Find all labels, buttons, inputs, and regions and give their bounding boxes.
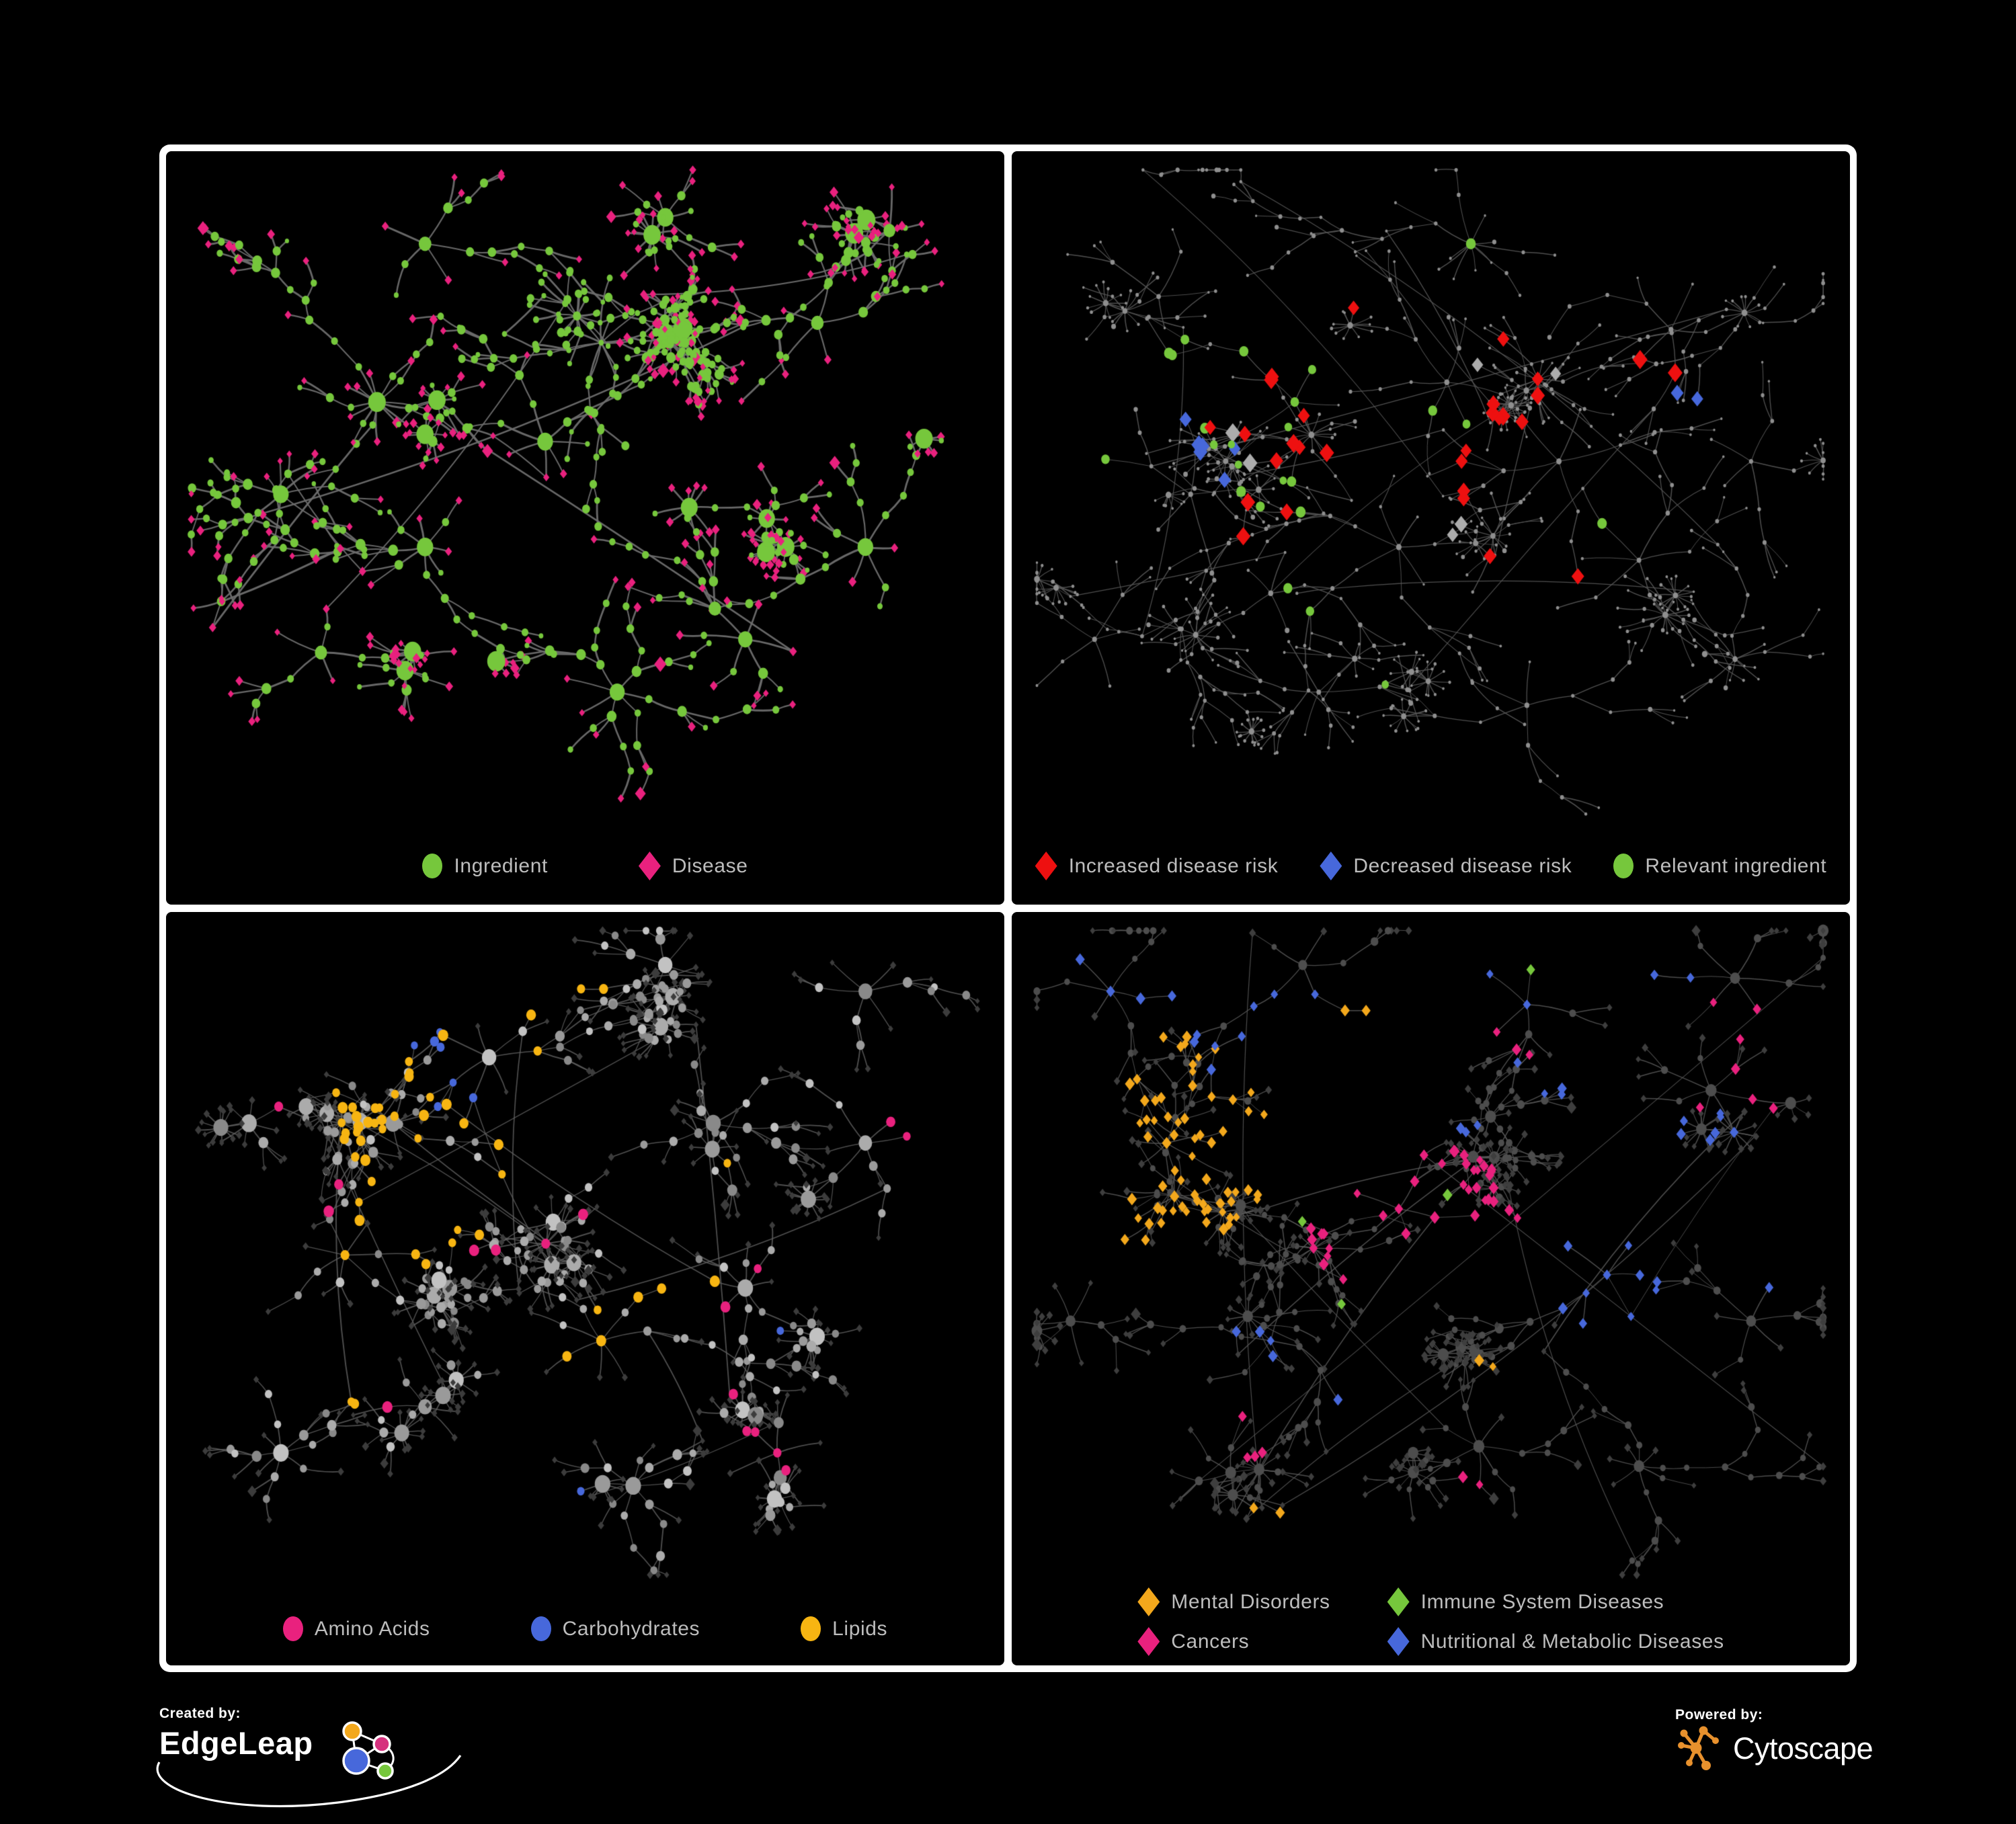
edgeleap-credit: Created by: EdgeLeap — [156, 1706, 462, 1808]
legend-item: Immune System Diseases — [1387, 1587, 1724, 1616]
legend-label: Disease — [672, 854, 748, 877]
immune-diseases-marker-icon — [1387, 1587, 1410, 1616]
legend-label: Cancers — [1171, 1630, 1250, 1653]
legend-item: Ingredient — [422, 854, 547, 878]
edgeleap-logo-text: EdgeLeap — [159, 1725, 313, 1761]
powered-by-label: Powered by: — [1675, 1707, 1763, 1723]
legend-label: Amino Acids — [314, 1617, 430, 1640]
legend-label: Increased disease risk — [1068, 854, 1279, 877]
legend-item: Relevant ingredient — [1613, 854, 1826, 878]
panel-disease-classes: Mental Disorders Immune System Diseases … — [1012, 912, 1850, 1665]
carbohydrates-marker-icon — [530, 1616, 551, 1641]
legend-label: Ingredient — [454, 854, 548, 877]
relevant-ingredient-marker-icon — [1613, 854, 1634, 878]
increased-risk-marker-icon — [1035, 852, 1057, 880]
legend-item: Nutritional & Metabolic Diseases — [1387, 1627, 1724, 1656]
network-canvas-nutrient-classes — [166, 912, 1004, 1665]
legend-item: Cancers — [1137, 1627, 1330, 1656]
ingredient-marker-icon — [422, 854, 443, 878]
legend-nutrient-classes: Amino Acids Carbohydrates Lipids — [166, 1616, 1004, 1641]
legend-label: Decreased disease risk — [1353, 854, 1572, 877]
panel-grid: Ingredient Disease Increased disease ris… — [159, 144, 1857, 1672]
lipids-marker-icon — [801, 1616, 821, 1641]
metabolic-diseases-marker-icon — [1387, 1627, 1410, 1656]
network-canvas-ingredient-disease — [166, 151, 1004, 905]
legend-item: Disease — [638, 852, 748, 880]
disease-marker-icon — [638, 852, 661, 880]
edgeleap-network-icon — [341, 1721, 395, 1780]
network-canvas-disease-classes — [1012, 912, 1850, 1665]
legend-label: Carbohydrates — [562, 1617, 700, 1640]
created-by-label: Created by: — [159, 1706, 241, 1721]
cytoscape-logo-text: Cytoscape — [1733, 1731, 1873, 1766]
legend-item: Decreased disease risk — [1320, 852, 1572, 880]
legend-item: Increased disease risk — [1035, 852, 1279, 880]
panel-nutrient-classes: Amino Acids Carbohydrates Lipids — [166, 912, 1004, 1665]
amino-acids-marker-icon — [282, 1616, 303, 1641]
panel-ingredient-disease: Ingredient Disease — [166, 151, 1004, 905]
legend-item: Amino Acids — [282, 1616, 430, 1641]
mental-disorders-marker-icon — [1137, 1587, 1160, 1616]
legend-label: Nutritional & Metabolic Diseases — [1420, 1630, 1724, 1653]
legend-label: Immune System Diseases — [1420, 1590, 1664, 1613]
legend-item: Carbohydrates — [530, 1616, 700, 1641]
cytoscape-credit: Powered by: Cytoscape — [1675, 1707, 1873, 1773]
legend-disease-classes: Mental Disorders Immune System Diseases … — [1012, 1587, 1850, 1656]
legend-label: Mental Disorders — [1171, 1590, 1330, 1613]
legend-label: Relevant ingredient — [1645, 854, 1827, 877]
network-canvas-disease-risk — [1012, 151, 1850, 905]
cancers-marker-icon — [1137, 1627, 1160, 1656]
legend-ingredient-disease: Ingredient Disease — [166, 852, 1004, 880]
legend-disease-risk: Increased disease risk Decreased disease… — [1012, 852, 1850, 880]
legend-label: Lipids — [832, 1617, 888, 1640]
legend-item: Lipids — [801, 1616, 887, 1641]
decreased-risk-marker-icon — [1320, 852, 1342, 880]
legend-item: Mental Disorders — [1137, 1587, 1330, 1616]
cytoscape-logo-icon — [1678, 1726, 1719, 1770]
panel-disease-risk: Increased disease risk Decreased disease… — [1012, 151, 1850, 905]
